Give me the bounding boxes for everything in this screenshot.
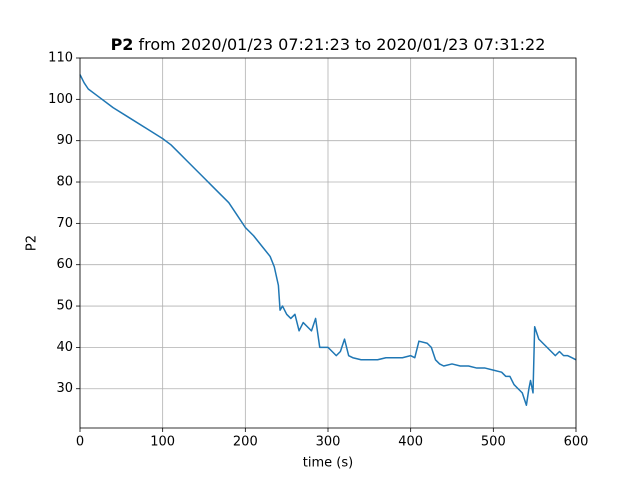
y-tick-label: 100	[48, 92, 73, 107]
y-tick-label: 80	[56, 175, 73, 190]
x-tick-label: 500	[481, 435, 506, 450]
chart-title: P2 from 2020/01/23 07:21:23 to 2020/01/2…	[111, 35, 546, 54]
x-tick-label: 300	[316, 435, 341, 450]
data-line	[79, 74, 577, 407]
y-tick-label: 70	[56, 216, 73, 231]
x-axis-label: time (s)	[303, 456, 353, 471]
x-tick-label: 100	[150, 435, 175, 450]
y-tick-label: 90	[56, 133, 73, 148]
x-tick-label: 600	[564, 435, 589, 450]
x-tick-label: 200	[233, 435, 258, 450]
plot-frame	[79, 57, 577, 429]
title-bold: P2	[111, 35, 134, 54]
y-tick-label: 30	[56, 381, 73, 396]
x-tick-label: 0	[76, 435, 84, 450]
y-tick-label: 110	[48, 51, 73, 66]
y-tick-label: 60	[56, 257, 73, 272]
y-axis-label: P2	[25, 235, 40, 251]
y-tick-label: 40	[56, 340, 73, 355]
y-tick-label: 50	[56, 299, 73, 314]
title-rest: from 2020/01/23 07:21:23 to 2020/01/23 0…	[139, 35, 546, 54]
x-tick-label: 400	[398, 435, 423, 450]
